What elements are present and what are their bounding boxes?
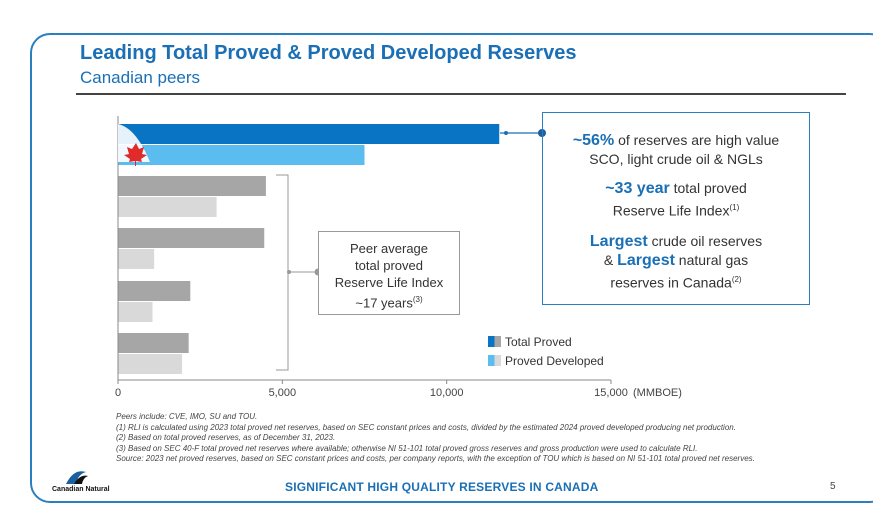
peer-line-2: total proved — [355, 258, 423, 273]
peer-line-4: ~17 years — [355, 295, 413, 311]
x-tick-label: 5,000 — [269, 387, 297, 399]
legend-swatch-developed — [488, 355, 501, 366]
bar-peer-1-total-proved — [118, 176, 266, 196]
footnotes: Peers include: CVE, IMO, SU and TOU. (1)… — [116, 412, 755, 465]
legend-proved-developed: Proved Developed — [488, 351, 604, 370]
page-title: Leading Total Proved & Proved Developed … — [80, 42, 577, 64]
logo-text: Canadian Natural — [52, 486, 110, 493]
chart-legend: Total Proved Proved Developed — [488, 332, 604, 370]
peer-average-box: Peer average total proved Reserve Life I… — [318, 231, 460, 315]
bar-peer-4-proved-developed — [118, 354, 183, 374]
x-tick-label: 10,000 — [430, 387, 464, 399]
peer-connector-dot — [287, 270, 291, 274]
page-number: 5 — [830, 481, 836, 492]
legend-label-total: Total Proved — [505, 334, 572, 349]
legend-swatch-total — [488, 336, 501, 347]
bar-canadian-natural-total-proved — [118, 124, 500, 144]
bar-peer-3-total-proved — [118, 281, 191, 301]
callout-connector-start — [504, 131, 508, 135]
bar-peer-3-proved-developed — [118, 302, 153, 322]
bar-peer-2-total-proved — [118, 228, 265, 248]
legend-total-proved: Total Proved — [488, 332, 604, 351]
peer-line-1: Peer average — [349, 241, 429, 256]
footnote: Source: 2023 net proved reserves, based … — [116, 454, 755, 463]
page-subtitle: Canadian peers — [80, 68, 201, 87]
callout-footnote-2: (2) — [731, 275, 742, 284]
callout-text-2b: Reserve Life Index — [612, 202, 730, 219]
callout-text-3c: reserves in Canada — [610, 274, 732, 291]
highlights-callout: ~56% of reserves are high value SCO, lig… — [542, 112, 810, 305]
callout-largest-2: Largest — [617, 252, 675, 269]
slide-frame — [30, 33, 873, 503]
peer-line-3: Reserve Life Index — [334, 275, 444, 290]
callout-largest-1: Largest — [589, 233, 648, 250]
bar-peer-2-proved-developed — [118, 249, 155, 269]
callout-amp: & — [603, 252, 618, 268]
callout-stat-33: ~33 year — [605, 180, 670, 197]
company-logo — [66, 471, 88, 484]
footnote: (1) RLI is calculated using 2023 total p… — [116, 422, 736, 432]
callout-text-1a: of reserves are high value — [614, 132, 780, 148]
x-tick-label: 0 — [115, 387, 121, 399]
footnote: (3) Based on SEC 40-F total proved net r… — [116, 443, 698, 453]
bar-canadian-natural-proved-developed — [118, 145, 365, 165]
callout-footnote-1: (1) — [729, 203, 740, 212]
peer-bracket — [276, 174, 289, 371]
footer-tagline: SIGNIFICANT HIGH QUALITY RESERVES IN CAN… — [285, 480, 599, 494]
bar-peer-1-proved-developed — [118, 197, 217, 217]
callout-text-3b: natural gas — [674, 252, 749, 268]
x-axis-unit: (MMBOE) — [633, 387, 682, 399]
bar-peer-4-total-proved — [118, 333, 189, 353]
callout-text-1b: SCO, light crude oil & NGLs — [589, 151, 763, 167]
callout-text-3a: crude oil reserves — [647, 233, 763, 249]
title-divider — [76, 93, 846, 95]
callout-text-2a: total proved — [669, 180, 747, 196]
callout-stat-56: ~56% — [572, 132, 615, 149]
legend-label-developed: Proved Developed — [505, 353, 604, 368]
maple-leaf-icon — [118, 124, 150, 166]
footnote: (2) Based on total proved reserves, as o… — [116, 433, 336, 442]
x-tick-label: 15,000 — [594, 387, 628, 399]
peer-footnote-ref: (3) — [412, 295, 423, 304]
footnote: Peers include: CVE, IMO, SU and TOU. — [116, 412, 258, 421]
